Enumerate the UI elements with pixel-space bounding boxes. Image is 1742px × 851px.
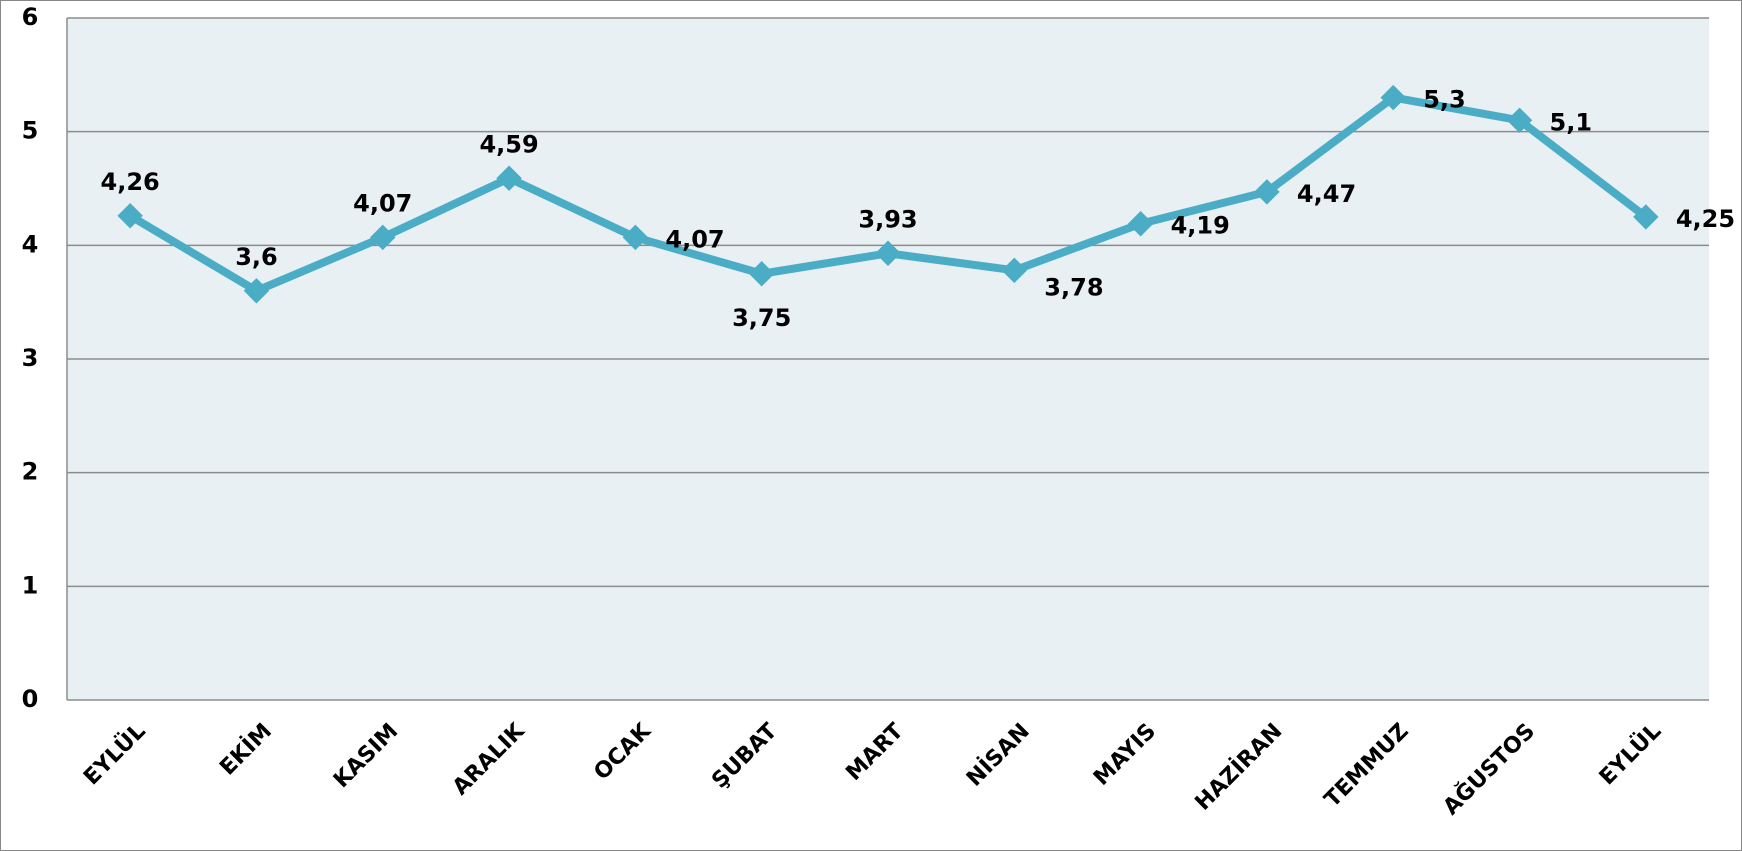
marker [243, 278, 270, 304]
marker [748, 261, 775, 287]
data-label: 4,59 [479, 130, 538, 158]
y-tick-label: 2 [22, 458, 39, 486]
marker [370, 224, 396, 251]
y-tick-label: 1 [22, 571, 39, 599]
data-label: 3,75 [732, 304, 791, 332]
marker [622, 224, 649, 251]
data-label: 5,3 [1423, 86, 1466, 114]
data-label: 5,1 [1550, 108, 1593, 136]
data-label: 3,93 [858, 205, 917, 233]
y-tick-label: 0 [22, 685, 39, 713]
y-tick-label: 4 [22, 230, 39, 258]
data-label: 4,07 [353, 189, 412, 217]
marker [1001, 257, 1028, 284]
data-label: 4,26 [101, 168, 160, 196]
y-tick-label: 6 [22, 3, 39, 31]
data-label: 3,78 [1044, 273, 1103, 301]
data-label: 4,47 [1297, 180, 1356, 208]
data-label: 4,19 [1171, 212, 1230, 240]
y-tick-label: 5 [22, 117, 39, 145]
y-tick-label: 3 [22, 344, 39, 372]
data-label: 3,6 [235, 243, 278, 271]
data-label: 4,25 [1676, 205, 1735, 233]
marker [875, 240, 901, 267]
data-label: 4,07 [665, 225, 724, 253]
